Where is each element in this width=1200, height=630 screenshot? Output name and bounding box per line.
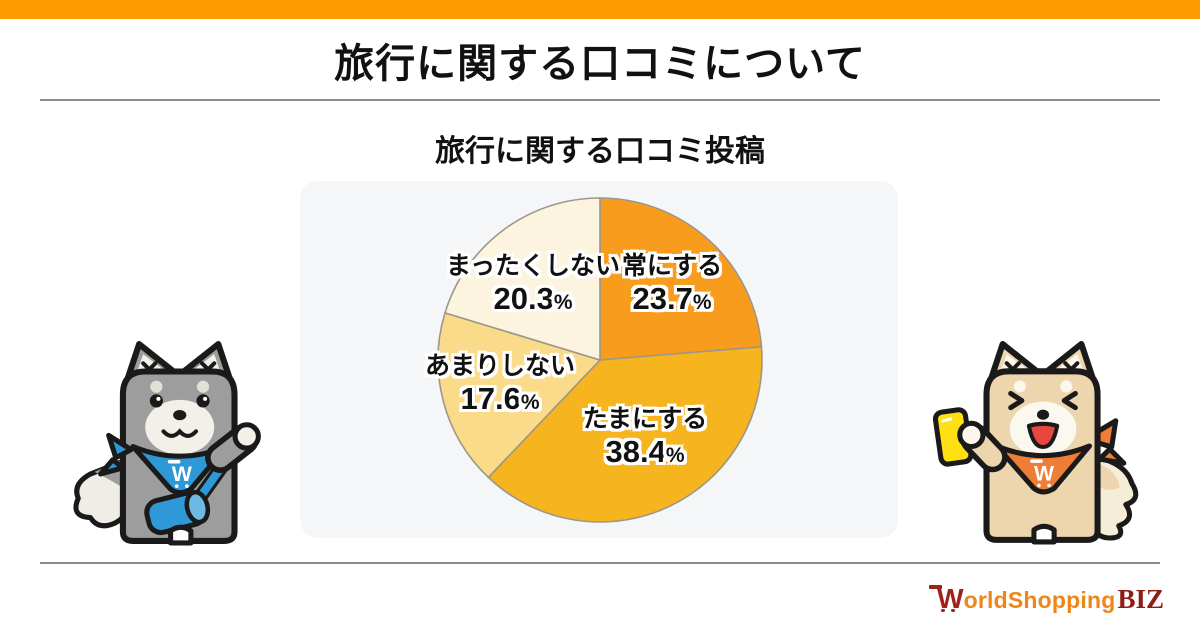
pie-slice-3 — [437, 312, 601, 479]
tan-dog-icon: W — [932, 341, 1139, 545]
worldshopping-biz-logo: WorldShoppingBIZ — [929, 583, 1164, 615]
pie-slice-1 — [599, 197, 763, 361]
slice-name: たまにする — [582, 405, 708, 433]
gray-dog-icon: W — [73, 341, 261, 546]
bandana-letter: W — [1034, 462, 1054, 485]
slice-label-rarely: あまりしない 17.6% — [405, 352, 595, 420]
logo-suffix: BIZ — [1117, 584, 1164, 614]
slice-name: まったくしない — [445, 252, 620, 280]
pie-slice-2 — [487, 345, 763, 523]
pie-slice-4 — [444, 197, 601, 361]
slice-value: 38.4% — [605, 434, 685, 469]
left-dog-mascot: W — [70, 338, 261, 546]
bandana-letter: W — [172, 462, 193, 486]
title-divider — [40, 99, 1160, 101]
slice-label-never: まったくしない 20.3% — [438, 252, 628, 320]
right-dog-mascot: W — [932, 338, 1140, 550]
top-accent-bar — [0, 0, 1200, 19]
slice-label-always: 常にする 23.7% — [577, 252, 767, 320]
slice-value: 23.7% — [632, 281, 712, 316]
slice-name: 常にする — [621, 252, 723, 280]
footer-divider — [40, 562, 1160, 564]
slice-value: 20.3% — [493, 281, 573, 316]
slice-name: あまりしない — [424, 352, 575, 380]
pie-chart — [437, 197, 763, 523]
slice-value: 17.6% — [460, 381, 540, 416]
logo-wordmark: orldShopping — [963, 587, 1116, 613]
slice-label-sometimes: たまにする 38.4% — [550, 405, 740, 473]
page-title: 旅行に関する口コミについて — [334, 42, 866, 86]
logo-cart-w: W — [929, 583, 964, 614]
chart-title: 旅行に関する口コミ投稿 — [435, 135, 765, 168]
